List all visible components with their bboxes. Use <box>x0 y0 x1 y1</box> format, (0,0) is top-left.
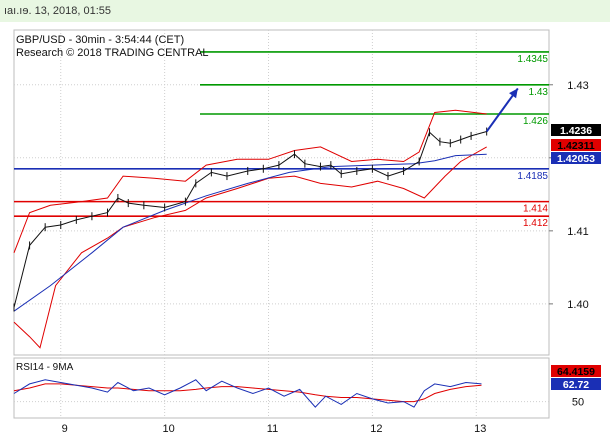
price-tag-bg-1 <box>551 139 601 151</box>
price-tag-bg-0 <box>551 124 601 136</box>
x-tick-label-4: 13 <box>474 423 486 435</box>
price-line <box>13 131 487 308</box>
rsi-tag-1: 62.72 <box>563 379 589 391</box>
price-panel <box>13 29 550 356</box>
price-tag-2: 1.42053 <box>557 153 595 165</box>
x-tick-label-0: 9 <box>62 423 68 435</box>
x-tick-label-1: 10 <box>163 423 175 435</box>
price-series <box>13 87 519 312</box>
y-tick-label-1: 1.41 <box>567 226 588 238</box>
level-label-5: 1.412 <box>523 218 548 229</box>
rsi-tag-0: 64.4159 <box>557 366 595 378</box>
level-label-0: 1.4345 <box>517 54 548 65</box>
moving-average-line <box>13 153 487 312</box>
price-tag-1: 1.42311 <box>557 140 595 152</box>
level-label-2: 1.426 <box>523 116 548 127</box>
level-label-3: 1.4185 <box>517 171 548 182</box>
levels: 1.4345 1.43 1.426 1.4185 1.414 1.412 <box>14 51 549 229</box>
level-label-1: 1.43 <box>529 87 549 98</box>
rsi-tag-bg-0 <box>551 365 601 377</box>
rsi-line <box>13 379 482 408</box>
chart-title: GBP/USD - 30min - 3:54:44 (CET) <box>16 34 184 46</box>
rsi-panel <box>13 357 550 419</box>
bollinger-bands <box>13 109 487 349</box>
price-tag-0: 1.4236 <box>560 125 592 137</box>
rsi-label: RSI14 - 9MA <box>16 362 74 373</box>
y-tick-label-3: 1.43 <box>567 80 588 92</box>
level-label-4: 1.414 <box>523 204 548 215</box>
chart-subtitle: Research © 2018 TRADING CENTRAL <box>16 47 209 59</box>
x-tick-label-2: 11 <box>267 423 278 435</box>
forecast-arrow-head <box>509 88 518 99</box>
rsi-tick-label: 50 <box>572 397 584 409</box>
y-tick-label-0: 1.40 <box>567 299 588 311</box>
price-tag-bg-2 <box>551 152 601 164</box>
header-bar: ıaı.ıɘ. 13, 2018, 01:55 <box>0 0 610 22</box>
bollinger-upper-line <box>13 109 487 253</box>
rsi-ma-line <box>13 383 482 403</box>
rsi-series <box>13 379 482 408</box>
x-tick-label-3: 12 <box>370 423 382 435</box>
rsi-tag-bg-1 <box>551 378 601 390</box>
header-date: ıaı.ıɘ. 13, 2018, 01:55 <box>4 5 112 17</box>
